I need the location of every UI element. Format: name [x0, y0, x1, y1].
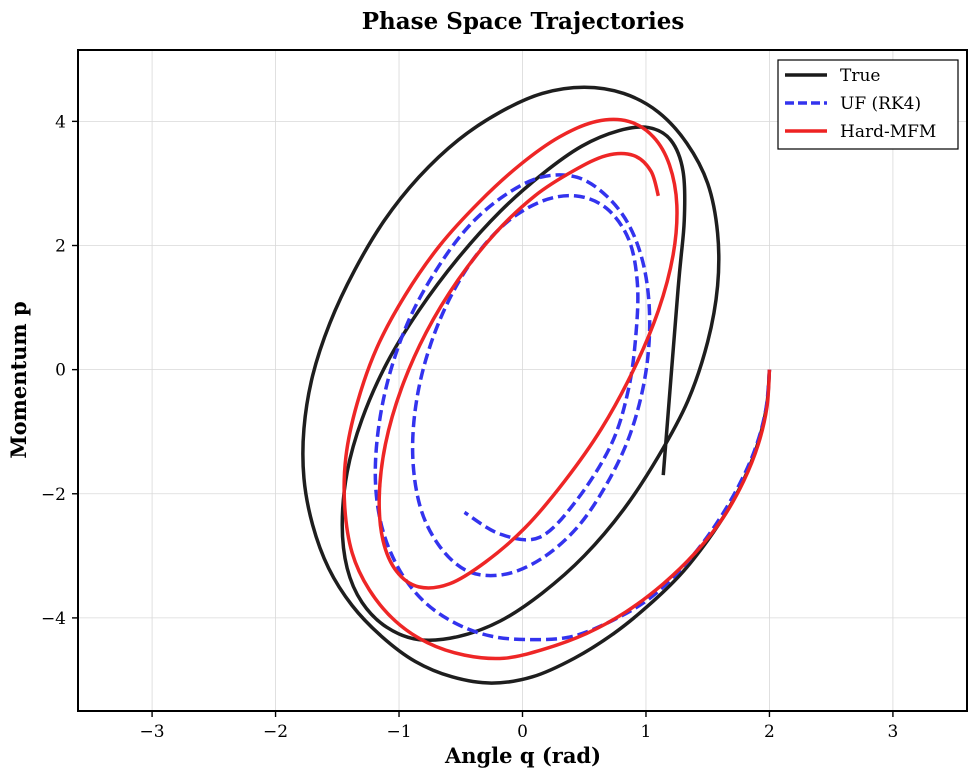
x-tick-label: −1	[386, 722, 411, 742]
y-tick-label: −2	[41, 485, 66, 505]
series-line-uf-rk4	[373, 173, 772, 642]
legend-label: True	[840, 66, 880, 86]
x-tick-label: 3	[888, 722, 899, 742]
legend-label: Hard-MFM	[840, 122, 936, 142]
series-layer	[301, 85, 772, 685]
x-tick-label: 0	[517, 722, 528, 742]
x-tick-label: 2	[764, 722, 775, 742]
y-tick-label: 0	[55, 361, 66, 381]
series-line-hard-mfm	[342, 117, 772, 661]
y-tick-label: −4	[41, 609, 66, 629]
y-tick-label: 4	[55, 112, 66, 132]
y-tick-label: 2	[55, 237, 66, 257]
x-tick-label: −2	[263, 722, 288, 742]
x-tick-label: −3	[140, 722, 165, 742]
series-line-true	[301, 85, 772, 685]
x-tick-label: 1	[641, 722, 652, 742]
legend-label: UF (RK4)	[840, 94, 921, 114]
x-axis-label: Angle q (rad)	[444, 743, 601, 768]
chart-title: Phase Space Trajectories	[362, 8, 685, 35]
legend: True UF (RK4) Hard-MFM	[777, 59, 959, 150]
y-axis-label: Momentum p	[6, 301, 31, 458]
axis-ticks: −3 −2 −1 0 1 2 3 −4 −2 0 2 4	[41, 112, 898, 742]
